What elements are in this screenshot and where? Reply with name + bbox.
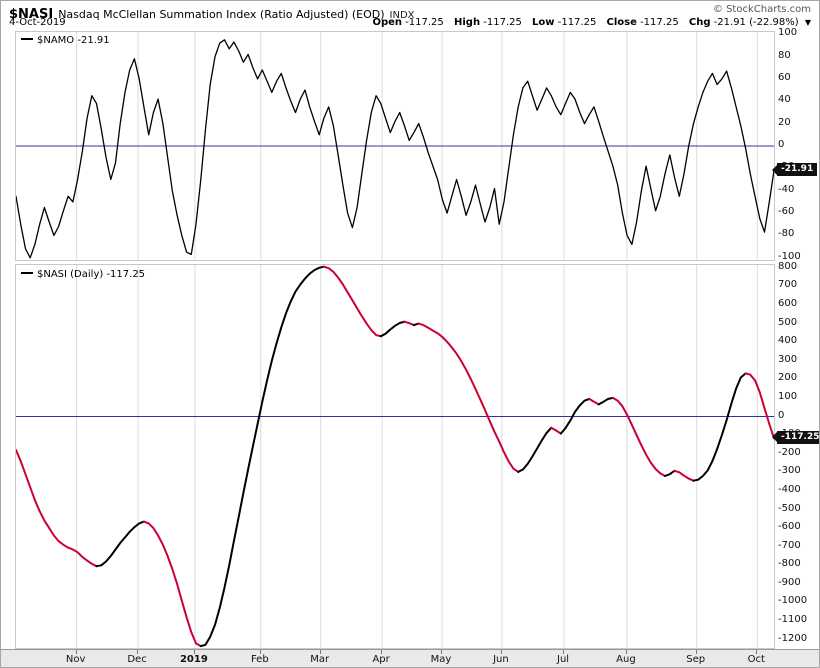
y-axis-label: -500: [778, 502, 801, 514]
open-value: -117.25: [405, 17, 444, 28]
y-axis-label: 100: [778, 27, 798, 39]
y-axis-label: -600: [778, 521, 801, 533]
month-label: Dec: [127, 654, 147, 665]
y-axis-label: 40: [778, 94, 791, 106]
y-axis-label: -40: [778, 183, 795, 195]
y-axis-label: 400: [778, 335, 798, 347]
month-label: 2019: [179, 654, 208, 665]
tag-nasi-value: -117.25: [777, 430, 819, 444]
y-axis-label: 100: [778, 390, 798, 402]
month-tick: [75, 650, 77, 654]
legend-namo: $NAMO -21.91: [21, 35, 110, 46]
y-axis-label: 300: [778, 353, 798, 365]
y-axis-label: -700: [778, 539, 801, 551]
exchange-label: INDX: [389, 10, 415, 21]
y-axis-label: 500: [778, 316, 798, 328]
tag-arrow-icon: [772, 164, 777, 175]
y-axis-label: -400: [778, 483, 801, 495]
y-axis-label: -1000: [778, 595, 808, 607]
y-axis-label: 20: [778, 116, 791, 128]
y-axis-label: -800: [778, 558, 801, 570]
namo-line-swatch: [21, 38, 33, 40]
month-label: Jul: [556, 654, 570, 665]
chg-value: -21.91 (-22.98%): [713, 17, 799, 28]
month-tick: [625, 650, 627, 654]
month-label: Aug: [616, 654, 636, 665]
ohlc-quote: Open -117.25 High -117.25 Low -117.25 Cl…: [365, 17, 811, 28]
y-axis-label: 60: [778, 71, 791, 83]
x-axis: Nov Dec 2019 Feb Mar Apr May Jun Jul Aug Sep Oct: [1, 649, 819, 667]
month-tick: [500, 650, 502, 654]
month-tick: [440, 650, 442, 654]
quote-bar: 4-Oct-2019 Open -117.25 High -117.25 Low…: [9, 17, 811, 29]
open-label: Open: [372, 17, 402, 28]
close-value: -117.25: [640, 17, 679, 28]
close-label: Close: [606, 17, 637, 28]
month-label: Sep: [686, 654, 706, 665]
y-axis-label: 80: [778, 49, 791, 61]
y-axis-label: 0: [778, 409, 785, 421]
y-axis-label: -1100: [778, 614, 808, 625]
month-label: Oct: [747, 654, 765, 665]
month-tick: [756, 650, 758, 654]
chart-title: Nasdaq McClellan Summation Index (Ratio …: [58, 8, 385, 21]
legend-namo-text: $NAMO -21.91: [37, 35, 110, 46]
y-axis-label: -300: [778, 465, 801, 477]
month-label: Nov: [65, 654, 86, 665]
y-axis-label: 700: [778, 279, 798, 291]
month-tick: [193, 650, 195, 654]
copyright: © StockCharts.com: [712, 4, 811, 15]
high-label: High: [453, 17, 481, 28]
month-tick: [381, 650, 383, 654]
panel-namo: [15, 31, 775, 261]
symbol: $NASI: [9, 7, 54, 22]
y-axis-label: -80: [778, 228, 795, 240]
y-axis-label: 800: [778, 260, 798, 272]
high-value: -117.25: [483, 17, 522, 28]
y-axis-label: 0: [778, 139, 785, 150]
y-axis-label: -1200: [778, 632, 808, 644]
y-axis-label: -100: [778, 250, 801, 262]
y-axis-label: -60: [778, 206, 795, 218]
month-tick: [319, 650, 321, 654]
month-tick: [259, 650, 261, 654]
y-axis-label: -200: [778, 446, 801, 458]
month-tick: [137, 650, 139, 654]
tag-arrow-icon: [772, 432, 777, 443]
legend-nasi-text: $NASI (Daily) -117.25: [37, 269, 146, 280]
tag-namo-value: -21.91: [777, 163, 818, 176]
chart-header: $NASI Nasdaq McClellan Summation Index (R…: [9, 3, 811, 22]
nasi-line-swatch: [21, 272, 33, 274]
y-axis-label: 200: [778, 372, 798, 384]
y-axis-label: 600: [778, 298, 798, 309]
low-label: Low: [532, 17, 555, 28]
down-triangle-icon: ▼: [804, 18, 811, 27]
month-tick: [695, 650, 697, 654]
low-value: -117.25: [557, 17, 597, 28]
chg-label: Chg: [688, 17, 711, 28]
month-label: May: [430, 654, 452, 665]
legend-nasi: $NASI (Daily) -117.25: [21, 269, 145, 280]
panel-nasi: [15, 264, 775, 649]
month-label: Feb: [250, 654, 269, 665]
y-axis-label: -900: [778, 576, 801, 588]
month-label: Apr: [372, 654, 390, 665]
date-label: 4-Oct-2019: [9, 17, 66, 28]
month-label: Mar: [310, 654, 330, 665]
month-tick: [563, 650, 565, 654]
month-label: Jun: [493, 654, 509, 665]
